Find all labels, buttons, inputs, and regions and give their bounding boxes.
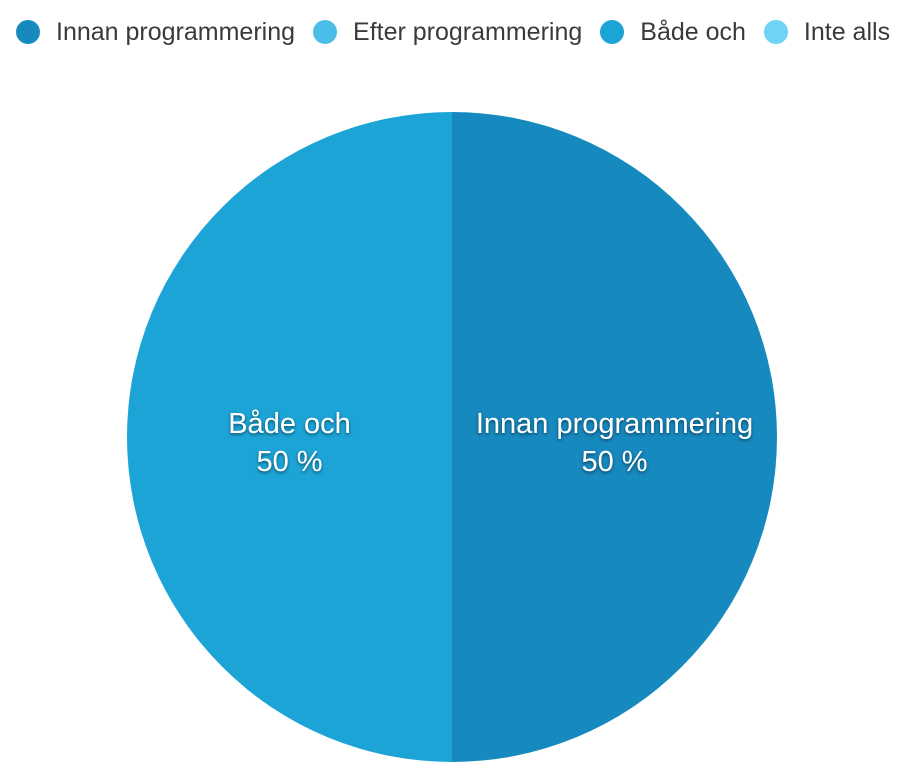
legend-item-inte-alls[interactable]: Inte alls — [763, 17, 891, 47]
pie-labels: Innan programmering 50 % Både och 50 % — [228, 408, 753, 478]
legend-label: Efter programmering — [353, 17, 583, 46]
pie-slices — [127, 112, 777, 762]
legend-item-bade-och[interactable]: Både och — [600, 18, 746, 47]
pie-slice-bade-och[interactable] — [127, 112, 452, 762]
legend-item-efter-programmering[interactable]: Efter programmering — [313, 18, 582, 47]
legend-label: Både och — [640, 17, 746, 46]
legend-item-innan-programmering[interactable]: Innan programmering — [16, 18, 295, 47]
legend-swatch — [313, 20, 338, 44]
slice-value-label: 50 % — [581, 446, 647, 478]
slice-category-label: Innan programmering — [476, 408, 753, 440]
legend-label: Inte alls — [803, 17, 891, 46]
legend-label: Innan programmering — [56, 17, 296, 46]
pie-slice-innan-programmering[interactable] — [452, 112, 777, 762]
chart-legend: Innan programmering Efter programmering … — [16, 14, 890, 50]
legend-swatch — [16, 20, 40, 44]
legend-swatch — [600, 20, 625, 44]
slice-category-label: Både och — [228, 408, 351, 440]
slice-value-label: 50 % — [256, 446, 322, 478]
legend-swatch — [763, 20, 788, 44]
